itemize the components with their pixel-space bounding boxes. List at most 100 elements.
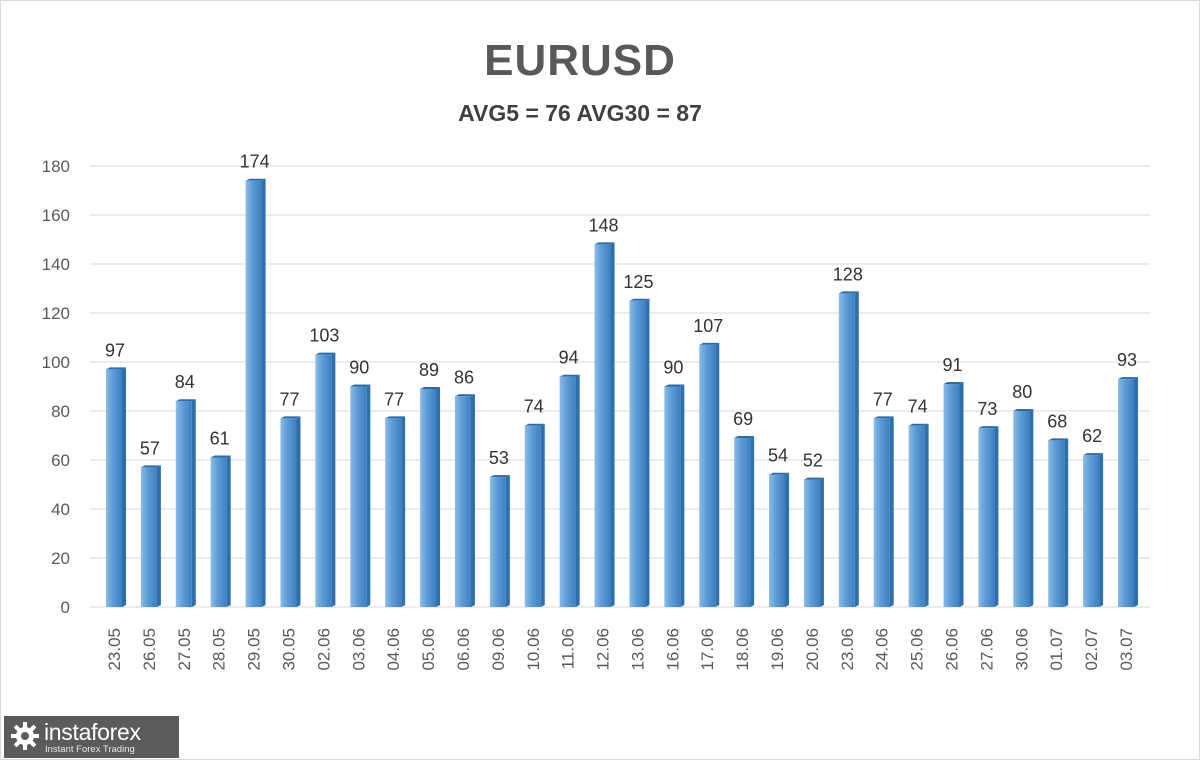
bar-top — [629, 298, 650, 301]
x-tick-label: 27.06 — [977, 628, 996, 671]
bars — [106, 178, 1138, 607]
bar-front — [106, 369, 122, 607]
data-labels: 97 57 84 61 174 77 103 90 77 89 86 53 74 94 148 125 90 10… — [105, 152, 1137, 471]
y-tick-label: 80 — [51, 402, 70, 421]
y-tick-label: 100 — [42, 353, 70, 372]
data-label: 103 — [309, 326, 339, 346]
bar-front — [664, 386, 681, 607]
logo-tagline: Instant Forex Trading — [45, 744, 135, 755]
bar-side — [994, 426, 999, 607]
data-label: 77 — [873, 389, 893, 409]
data-label: 91 — [943, 355, 963, 375]
data-label: 52 — [803, 451, 823, 471]
bar — [140, 465, 161, 607]
x-tick-label: 26.05 — [140, 628, 159, 671]
bar-front — [943, 384, 960, 607]
x-axis-ticks: 23.05 26.05 27.05 28.05 29.05 30.05 02.06 03.06… — [105, 628, 1136, 671]
gridlines — [90, 165, 1150, 608]
bar-top — [210, 455, 231, 458]
data-label: 54 — [768, 446, 788, 466]
bar-top — [559, 374, 580, 377]
bar-top — [420, 386, 441, 389]
bar — [873, 416, 894, 607]
bar-side — [156, 465, 161, 607]
bar-top — [175, 399, 196, 402]
bar-front — [1013, 411, 1030, 607]
chart-subtitle: AVG5 = 76 AVG30 = 87 — [458, 100, 702, 126]
data-label: 89 — [419, 360, 439, 380]
bar-side — [645, 298, 650, 607]
x-tick-label: 17.06 — [698, 628, 717, 671]
bar-side — [505, 475, 510, 607]
bar-front — [908, 425, 925, 607]
bar-top — [769, 472, 790, 475]
bar — [803, 477, 824, 607]
bar-front — [315, 354, 332, 607]
bar-front — [838, 293, 855, 607]
bar — [559, 374, 580, 607]
data-label: 90 — [663, 358, 683, 378]
x-tick-label: 25.06 — [908, 628, 927, 671]
data-label: 69 — [733, 409, 753, 429]
x-tick-label: 18.06 — [733, 628, 752, 671]
bar-side — [540, 423, 545, 607]
bar-front — [1118, 379, 1134, 607]
bar-side — [959, 382, 964, 607]
x-tick-label: 05.06 — [419, 628, 438, 671]
bar-top — [106, 367, 126, 370]
bar-front — [210, 457, 227, 607]
x-tick-label: 12.06 — [594, 628, 613, 671]
bar-side — [610, 242, 615, 607]
bar — [245, 178, 266, 607]
x-tick-label: 27.05 — [175, 628, 194, 671]
bar-side — [1029, 409, 1034, 607]
bar-front — [978, 428, 995, 607]
bar-front — [280, 418, 297, 607]
data-label: 97 — [105, 340, 125, 360]
x-tick-label: 23.06 — [838, 628, 857, 671]
bar-front — [420, 388, 437, 607]
data-label: 148 — [589, 215, 619, 235]
bar — [943, 382, 964, 607]
bar-front — [629, 300, 646, 607]
y-tick-label: 140 — [42, 255, 70, 274]
x-tick-label: 19.06 — [768, 628, 787, 671]
x-tick-label: 10.06 — [524, 628, 543, 671]
x-tick-label: 20.06 — [803, 628, 822, 671]
x-tick-label: 30.05 — [279, 628, 298, 671]
bar-front — [140, 467, 157, 607]
bar-top — [140, 465, 161, 468]
bar-front — [1083, 455, 1100, 607]
x-tick-label: 02.06 — [314, 628, 333, 671]
bar-front — [769, 474, 786, 607]
data-label: 62 — [1082, 426, 1102, 446]
bar-side — [226, 455, 231, 607]
bar — [489, 475, 510, 607]
bar-side — [785, 472, 790, 607]
bar-top — [1083, 453, 1104, 456]
y-tick-label: 180 — [42, 157, 70, 176]
data-label: 93 — [1117, 350, 1137, 370]
instaforex-logo: instaforex Instant Forex Trading — [4, 716, 179, 758]
x-tick-label: 04.06 — [384, 628, 403, 671]
data-label: 174 — [240, 152, 270, 172]
data-label: 86 — [454, 367, 474, 387]
bar — [838, 291, 859, 607]
data-label: 107 — [693, 316, 723, 336]
data-label: 74 — [908, 397, 928, 417]
data-label: 73 — [977, 399, 997, 419]
bar-top — [734, 435, 755, 438]
bar-top — [245, 178, 266, 181]
bar-front — [524, 425, 541, 607]
x-tick-label: 26.06 — [943, 628, 962, 671]
bar-top — [1118, 377, 1138, 380]
bar — [210, 455, 231, 607]
bar-side — [1134, 377, 1138, 607]
bar-top — [1048, 438, 1069, 441]
data-label: 125 — [623, 272, 653, 292]
bar-front — [454, 396, 471, 607]
data-label: 74 — [524, 397, 544, 417]
bar — [315, 352, 336, 607]
bar-side — [715, 342, 720, 607]
bar — [420, 386, 441, 607]
